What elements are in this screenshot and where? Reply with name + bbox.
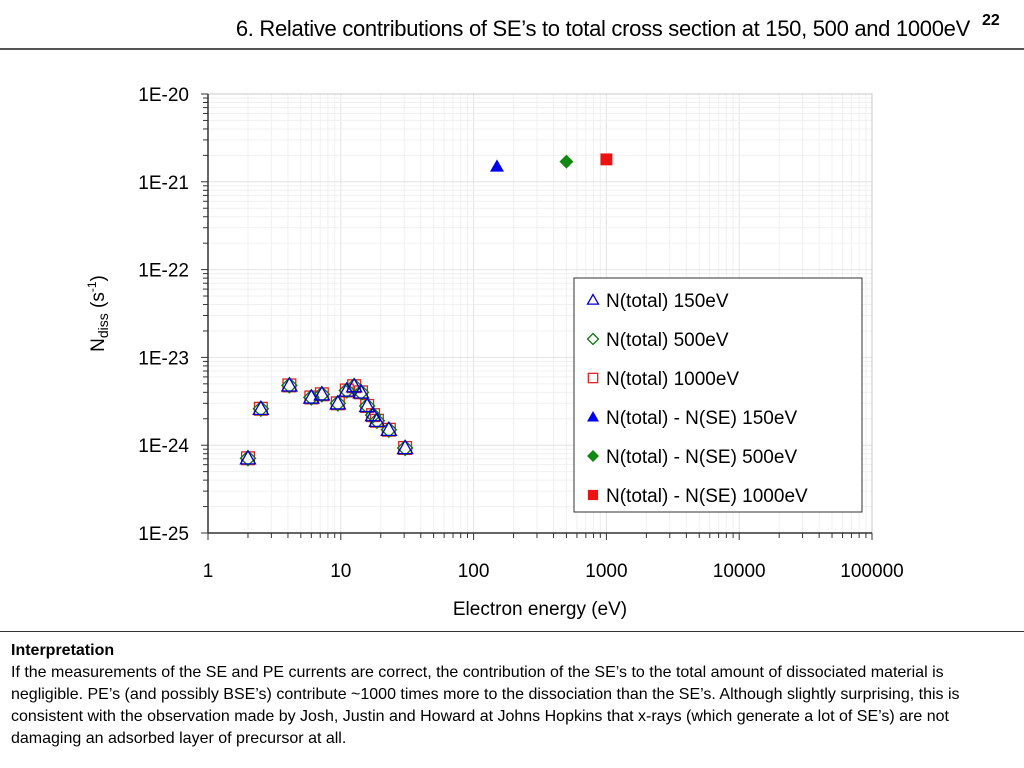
legend-label: N(total) 500eV — [606, 330, 729, 351]
data-point — [368, 411, 386, 428]
notes-body: If the measurements of the SE and PE cur… — [11, 664, 960, 747]
data-point — [352, 383, 370, 401]
y-axis-title: Ndiss (s-1) — [85, 275, 111, 352]
x-tick-label: 100 — [458, 561, 490, 582]
y-axis-title-sup: -1 — [85, 281, 99, 292]
y-tick-label: 1E-22 — [138, 261, 189, 282]
data-point — [380, 421, 398, 439]
y-tick-label: 1E-25 — [138, 524, 189, 545]
data-point — [302, 388, 320, 404]
legend-label: N(total) - N(SE) 500eV — [606, 447, 797, 468]
y-axis-title-sub: diss — [95, 313, 111, 338]
x-tick-label: 1 — [203, 561, 214, 582]
legend-label: N(total) 150eV — [606, 291, 729, 312]
data-point — [396, 439, 414, 457]
data-point — [396, 439, 414, 455]
data-point — [252, 399, 270, 416]
legend-marker — [586, 332, 600, 346]
page-number: 22 — [982, 12, 1000, 29]
data-point — [329, 394, 347, 412]
legend-marker — [587, 372, 599, 384]
legend-label: N(total) - N(SE) 1000eV — [606, 486, 808, 507]
data-point — [280, 376, 298, 392]
notes-divider — [0, 631, 1024, 632]
data-point — [239, 449, 257, 467]
x-tick-label: 100000 — [840, 561, 903, 582]
data-point — [313, 385, 331, 401]
tick-labels: 1 10 100 1000 10000 100000 1E-20 1E-21 1E-22 1E-2… — [138, 85, 903, 582]
legend-label: N(total) 1000eV — [606, 369, 739, 390]
x-tick-label: 1000 — [585, 561, 627, 582]
y-axis-title-unit-end: ) — [88, 275, 109, 281]
data-point — [368, 412, 386, 430]
data-point — [352, 383, 370, 399]
data-point — [358, 397, 376, 413]
title-divider — [0, 48, 1024, 50]
slide-title: 6. Relative contributions of SE’s to tot… — [235, 16, 970, 41]
data-point — [338, 382, 356, 399]
y-tick-label: 1E-21 — [138, 173, 189, 194]
data-point — [364, 406, 382, 424]
legend-marker — [586, 293, 600, 305]
data-point — [302, 389, 320, 406]
legend-marker — [587, 489, 599, 501]
data-point — [345, 377, 363, 393]
data-point — [239, 449, 257, 465]
notes: Interpretation If the measurements of th… — [11, 640, 1016, 750]
legend-marker — [587, 450, 599, 462]
legend-marker — [587, 411, 599, 422]
x-tick-label: 10000 — [713, 561, 766, 582]
y-tick-label: 1E-23 — [138, 348, 189, 369]
notes-heading: Interpretation — [11, 642, 115, 659]
data-point — [313, 385, 331, 403]
data-point — [329, 394, 347, 410]
data-point — [600, 153, 613, 166]
y-tick-label: 1E-24 — [138, 436, 189, 457]
data-point — [252, 400, 270, 418]
axes — [201, 93, 873, 540]
data-points — [239, 153, 613, 467]
x-tick-label: 10 — [330, 561, 351, 582]
data-point — [559, 154, 574, 169]
legend-box — [573, 277, 863, 513]
y-tick-label: 1E-20 — [138, 85, 189, 106]
data-point — [280, 376, 298, 394]
legend-label: N(total) - N(SE) 150eV — [606, 408, 797, 429]
y-axis-title-unit: (s — [88, 292, 109, 313]
chart: 1 10 100 1000 10000 100000 1E-20 1E-21 1E-22 1E-2… — [85, 85, 904, 620]
data-point — [380, 420, 398, 437]
data-point — [338, 381, 356, 397]
data-point — [489, 159, 504, 172]
x-axis-title: Electron energy (eV) — [453, 599, 627, 620]
y-axis-title-main: N — [88, 338, 109, 352]
legend: N(total) 150eV N(total) 500eV N(total) 100… — [573, 277, 863, 513]
